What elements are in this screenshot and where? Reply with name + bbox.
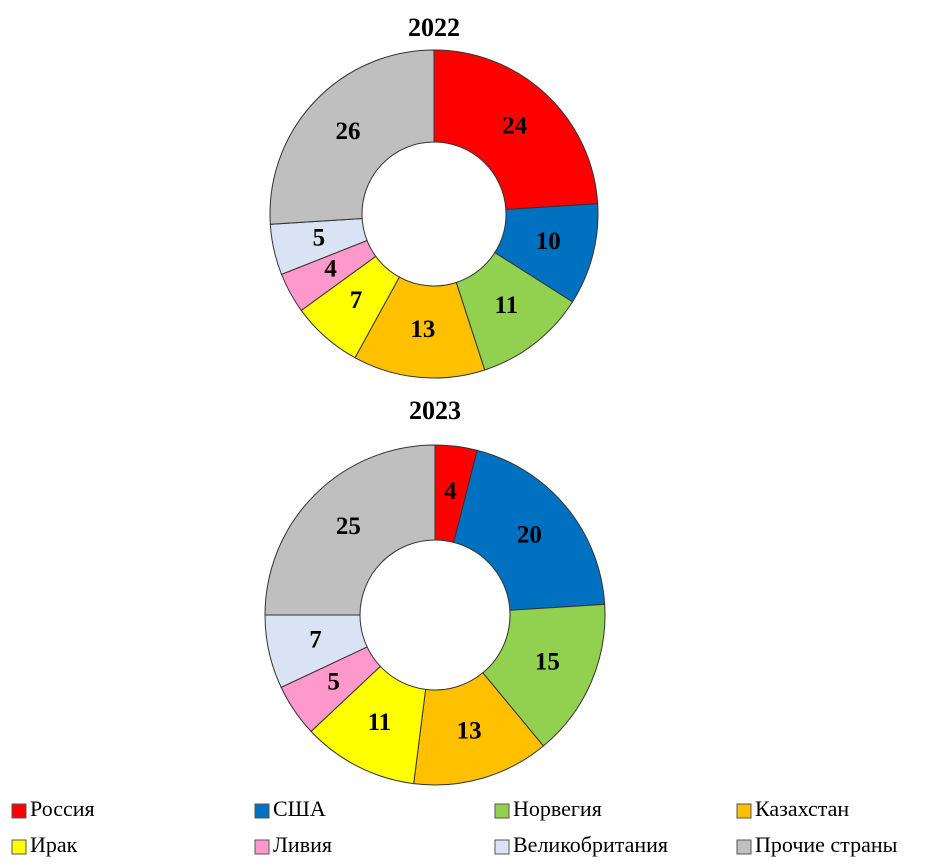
legend-swatch: [494, 803, 510, 819]
donut-slice: [453, 449, 606, 611]
legend-swatch: [494, 839, 510, 855]
legend-label: Прочие страны: [755, 832, 898, 857]
legend-swatch: [11, 839, 27, 855]
chart-title: 2022: [408, 13, 460, 42]
data-label: 24: [502, 113, 528, 140]
donut-slice: [482, 603, 606, 747]
donut-slice: [433, 49, 599, 211]
legend-label: Ливия: [273, 832, 332, 857]
data-label: 7: [350, 287, 363, 314]
data-label: 11: [368, 709, 392, 736]
data-label: 25: [336, 513, 361, 540]
data-label: 26: [335, 118, 360, 145]
data-label: 11: [495, 292, 519, 319]
legend-label: Норвегия: [513, 796, 602, 821]
data-label: 7: [309, 626, 322, 653]
legend-swatch: [736, 839, 752, 855]
data-label: 20: [517, 522, 542, 549]
data-label: 13: [410, 316, 435, 343]
legend-swatch: [254, 839, 270, 855]
data-label: 5: [327, 669, 340, 696]
legend-label: Великобритания: [513, 832, 668, 857]
legend-label: Казахстан: [755, 796, 849, 821]
data-label: 15: [535, 648, 560, 675]
data-label: 4: [444, 478, 457, 505]
donut-slice: [264, 444, 436, 616]
legend-swatch: [736, 803, 752, 819]
legend-swatch: [254, 803, 270, 819]
legend-label: Ирак: [30, 832, 78, 857]
legend-label: США: [273, 796, 326, 821]
data-label: 5: [313, 224, 326, 251]
donut-slice: [269, 49, 435, 225]
legend-swatch: [11, 803, 27, 819]
data-label: 10: [536, 228, 561, 255]
chart-title: 2023: [409, 396, 461, 425]
data-label: 13: [457, 717, 482, 744]
data-label: 4: [324, 256, 337, 283]
legend-label: Россия: [30, 796, 95, 821]
